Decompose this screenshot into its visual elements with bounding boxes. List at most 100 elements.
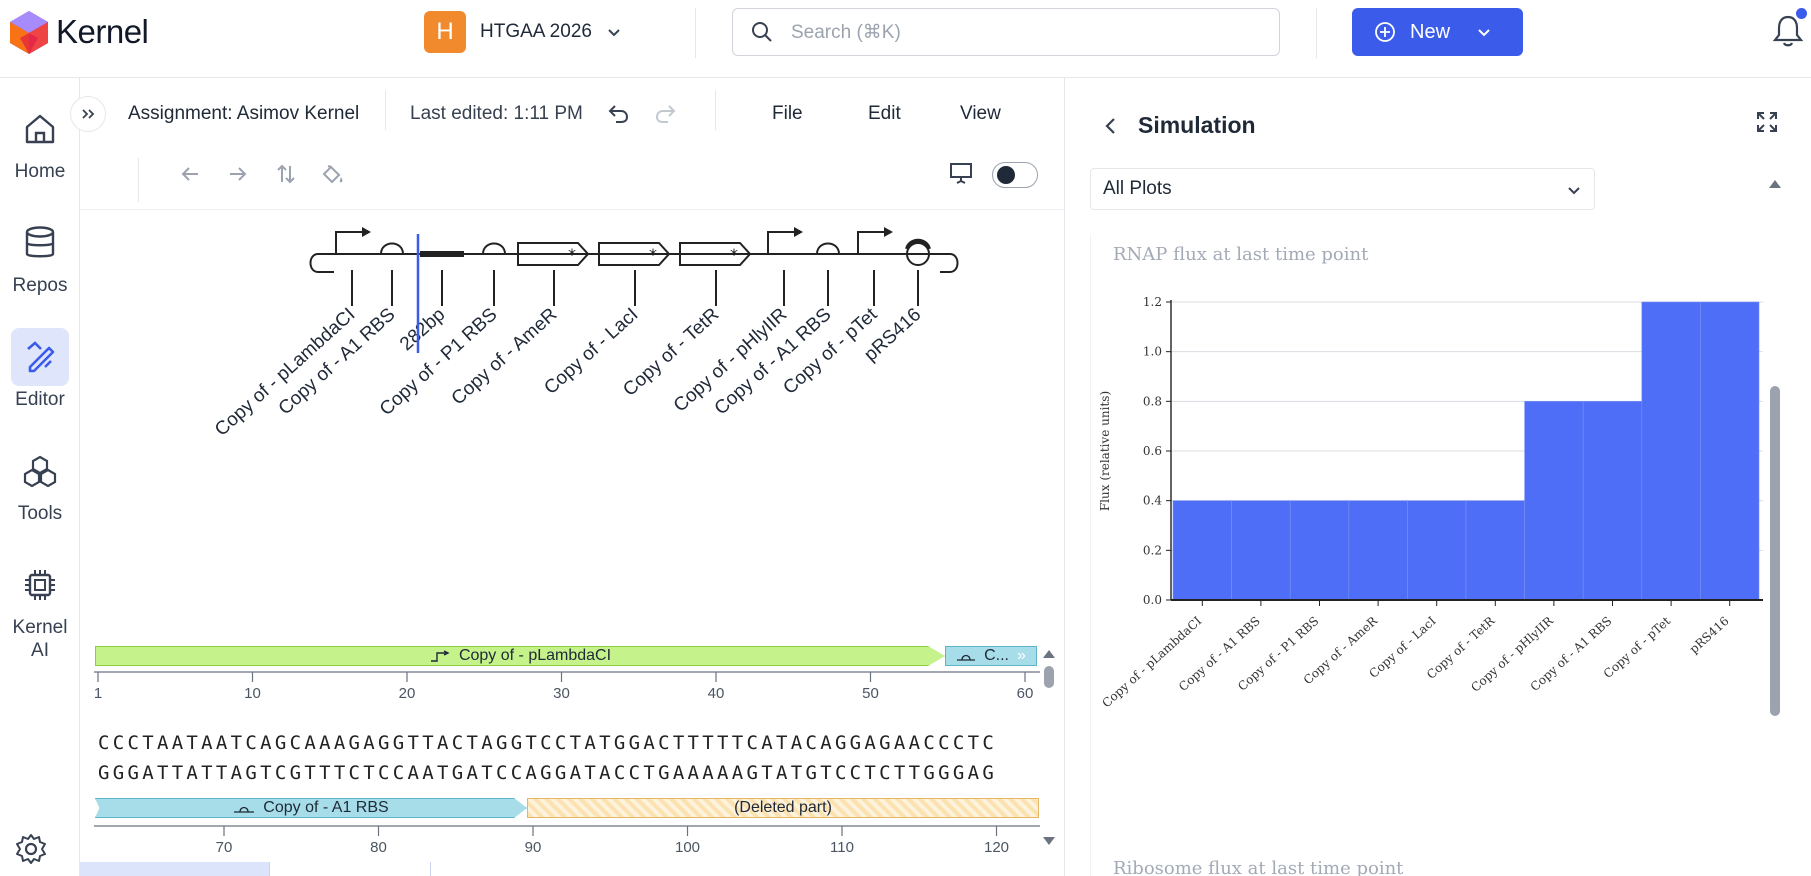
assignment-title: Assignment: Asimov Kernel xyxy=(128,103,360,124)
app-logo[interactable]: Kernel xyxy=(8,9,149,55)
paint-bucket-icon[interactable] xyxy=(320,162,346,186)
y-tick-label: 0.4 xyxy=(1143,494,1162,508)
ruler-tick-label: 30 xyxy=(553,685,570,702)
backbone-cap-right xyxy=(940,253,959,273)
minimap-marker xyxy=(430,862,431,876)
feature-deleted-part[interactable]: (Deleted part) xyxy=(527,798,1039,818)
bar[interactable] xyxy=(1172,500,1232,601)
bar[interactable] xyxy=(1348,500,1408,601)
sidebar-item-label: Home xyxy=(14,161,66,182)
sidebar-item-label: Tools xyxy=(17,503,63,524)
forward-strand[interactable]: CCCTAATAATCAGCAAAGAGGTTACTAGGTCCTATGGACT… xyxy=(98,732,998,754)
arrow-right-icon[interactable] xyxy=(226,162,250,186)
divider xyxy=(385,90,386,130)
panel-scrollbar[interactable] xyxy=(1768,176,1782,876)
backbone-cap-left xyxy=(309,253,334,273)
cubes-icon xyxy=(11,442,69,500)
svg-text:*: * xyxy=(649,245,657,264)
editor-toolbar: Assignment: Asimov Kernel Last edited: 1… xyxy=(70,78,1064,150)
search-input[interactable]: Search (⌘K) xyxy=(732,8,1280,56)
sidebar-item-kernel-ai[interactable]: Kernel AI xyxy=(0,556,80,662)
y-tick-label: 0.6 xyxy=(1143,444,1162,458)
bar[interactable] xyxy=(1289,500,1350,601)
scroll-down-icon xyxy=(1043,837,1055,845)
feature-label: Copy of - A1 RBS xyxy=(263,799,389,816)
notification-dot xyxy=(1796,8,1807,19)
design-part-rbs[interactable]: Copy of - P1 RBS xyxy=(376,242,506,421)
design-part-promoter[interactable]: Copy of - pTet xyxy=(779,227,893,399)
sidebar-item-repos[interactable]: Repos xyxy=(0,214,80,297)
y-axis-label: Flux (relative units) xyxy=(1098,391,1112,511)
settings-gear-icon[interactable] xyxy=(14,832,48,866)
menu-view[interactable]: View xyxy=(960,103,1001,124)
minimap-viewport[interactable] xyxy=(80,862,270,876)
sequence-ruler-bottom: 70 80 90 100 110 120 xyxy=(94,825,1040,856)
x-tick-label: Copy of - pLambdaCI xyxy=(1099,614,1204,711)
database-icon xyxy=(11,214,69,272)
chevron-down-icon xyxy=(1568,187,1580,195)
arrow-left-icon[interactable] xyxy=(178,162,202,186)
sequence-viewer[interactable]: Copy of - pLambdaCI C... » 1 10 20 30 40 50 60… xyxy=(80,620,1064,876)
design-part-origin[interactable]: pRS416 xyxy=(860,238,931,366)
bar[interactable] xyxy=(1231,500,1291,601)
reverse-strand[interactable]: GGGATTATTAGTCGTTTCTCCAATGATCCAGGATACCTGA… xyxy=(98,762,998,784)
bar[interactable] xyxy=(1700,301,1760,601)
ruler-tick-label: 60 xyxy=(1017,685,1034,702)
bar[interactable] xyxy=(1524,401,1584,601)
plot-selector[interactable]: All Plots xyxy=(1090,168,1595,210)
undo-icon[interactable] xyxy=(606,102,630,124)
presentation-icon[interactable] xyxy=(948,160,974,186)
double-chevron-right-icon xyxy=(82,109,95,119)
feature-rbs[interactable]: C... » xyxy=(945,646,1037,666)
sidebar-item-tools[interactable]: Tools xyxy=(0,442,80,525)
redo-icon[interactable] xyxy=(654,102,678,124)
svg-text:*: * xyxy=(568,245,576,264)
back-chevron-icon[interactable] xyxy=(1103,116,1119,136)
bar[interactable] xyxy=(1465,500,1525,601)
canvas-toolbar xyxy=(80,150,1064,210)
scrollbar-thumb[interactable] xyxy=(1044,666,1054,688)
bar[interactable] xyxy=(1641,301,1701,601)
expand-sidebar-button[interactable] xyxy=(70,96,106,132)
sequence-scrollbar[interactable] xyxy=(1042,646,1058,846)
ruler-tick-label: 70 xyxy=(216,839,233,856)
divider xyxy=(715,90,716,130)
ruler-tick-label: 20 xyxy=(399,685,416,702)
rbs-glyph-icon xyxy=(234,806,255,813)
bar[interactable] xyxy=(1582,401,1643,601)
divider xyxy=(138,158,139,202)
feature-label: Copy of - pLambdaCI xyxy=(458,647,612,664)
scroll-up-icon xyxy=(1769,180,1781,188)
menu-edit[interactable]: Edit xyxy=(868,103,901,124)
menu-file[interactable]: File xyxy=(772,103,803,124)
design-canvas[interactable]: Copy of - pLambdaCI Copy of - A1 RBS 282bp… xyxy=(80,210,1064,637)
design-part-label: Copy of - AmeR xyxy=(448,304,562,409)
sidebar-item-editor[interactable]: Editor xyxy=(0,328,80,411)
workspace-switcher[interactable]: H HTGAA 2026 xyxy=(424,11,622,53)
workspace-name: HTGAA 2026 xyxy=(480,21,592,42)
ruler-tick-label: 50 xyxy=(862,685,879,702)
next-chart-title: Ribosome flux at last time point xyxy=(1113,858,1404,876)
notifications-bell-icon[interactable] xyxy=(1772,14,1804,48)
plus-circle-icon xyxy=(1375,22,1395,42)
new-button[interactable]: New xyxy=(1352,8,1523,56)
chevron-down-icon xyxy=(608,29,620,37)
sidebar-item-home[interactable]: Home xyxy=(0,100,80,183)
rnap-flux-bar-chart[interactable]: 0.0 0.2 0.4 0.6 0.8 1.0 1.2 Flux (relative unit… xyxy=(1091,274,1769,774)
chip-icon xyxy=(11,556,69,614)
rbs-glyph-icon xyxy=(957,654,976,661)
mode-toggle[interactable] xyxy=(992,162,1038,188)
swap-vertical-icon[interactable] xyxy=(274,162,298,186)
last-edited-status: Last edited: 1:11 PM xyxy=(410,103,583,124)
feature-promoter[interactable]: Copy of - pLambdaCI xyxy=(95,646,945,666)
scroll-up-icon xyxy=(1043,650,1055,658)
scrollbar-thumb[interactable] xyxy=(1770,386,1780,716)
ruler-tick-label: 100 xyxy=(675,839,700,856)
bar[interactable] xyxy=(1407,500,1467,601)
feature-rbs[interactable]: Copy of - A1 RBS xyxy=(95,798,527,818)
ruler-tick-label: 120 xyxy=(984,839,1009,856)
workspace-avatar: H xyxy=(424,11,466,53)
y-tick-label: 1.2 xyxy=(1143,295,1162,309)
fullscreen-icon[interactable] xyxy=(1755,110,1779,134)
